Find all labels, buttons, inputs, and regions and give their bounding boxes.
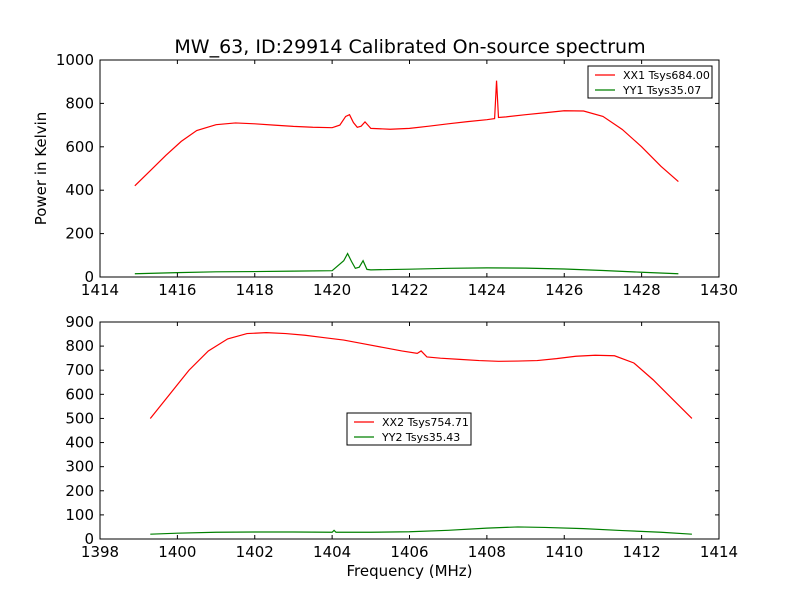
x-tick-label: 1414 <box>700 543 738 561</box>
x-tick-label: 1428 <box>623 281 661 299</box>
x-tick-label: 1424 <box>468 281 506 299</box>
x-tick-label: 1406 <box>390 543 428 561</box>
y-tick-label: 200 <box>65 482 94 500</box>
x-axis-label: Frequency (MHz) <box>346 562 472 580</box>
y-tick-label: 500 <box>65 409 94 427</box>
y-tick-label: 800 <box>65 94 94 112</box>
y-tick-label: 900 <box>65 313 94 331</box>
series-line-0-1 <box>134 252 679 275</box>
series-line-1-1 <box>150 526 692 535</box>
x-tick-label: 1398 <box>81 543 119 561</box>
legend-entry: YY1 Tsys35.07 <box>622 84 701 97</box>
legend-entry: XX2 Tsys754.71 <box>382 416 469 429</box>
legend-box <box>346 412 472 446</box>
x-tick-label: 1414 <box>81 281 119 299</box>
x-tick-label: 1400 <box>158 543 196 561</box>
y-tick-label: 800 <box>65 337 94 355</box>
y-tick-label: 0 <box>84 268 94 286</box>
y-tick-label: 400 <box>65 434 94 452</box>
y-axis-label: Power in Kelvin <box>32 112 50 226</box>
x-tick-label: 1408 <box>468 543 506 561</box>
legend-box <box>587 65 713 99</box>
figure-title: MW_63, ID:29914 Calibrated On-source spe… <box>174 36 645 58</box>
top-panel-xx1-yy1: 1414 1416 1418 1420 1422 1424 1426 1428 1430 0 200… <box>32 51 738 299</box>
x-tick-label: 1418 <box>236 281 274 299</box>
y-tick-label: 300 <box>65 458 94 476</box>
y-tick-label: 1000 <box>56 51 94 69</box>
legend: XX2 Tsys754.71 YY2 Tsys35.43 <box>346 412 472 446</box>
y-tick-label: 600 <box>65 138 94 156</box>
x-tick-label: 1416 <box>158 281 196 299</box>
bottom-panel-xx2-yy2: 1398 1400 1402 1404 1406 1408 1410 1412 1414 0 100… <box>65 313 738 580</box>
x-tick-label: 1420 <box>313 281 351 299</box>
y-tick-label: 0 <box>84 530 94 548</box>
y-tick-label: 600 <box>65 385 94 403</box>
legend-entry: XX1 Tsys684.00 <box>623 69 710 82</box>
y-tick-label: 200 <box>65 225 94 243</box>
legend: XX1 Tsys684.00 YY1 Tsys35.07 <box>587 65 713 99</box>
series-line-1-0 <box>149 332 693 419</box>
x-tick-label: 1402 <box>236 543 274 561</box>
x-tick-label: 1410 <box>545 543 583 561</box>
y-tick-label: 100 <box>65 506 94 524</box>
legend-entry: YY2 Tsys35.43 <box>381 431 460 444</box>
x-tick-label: 1422 <box>390 281 428 299</box>
x-tick-label: 1426 <box>545 281 583 299</box>
x-tick-label: 1404 <box>313 543 351 561</box>
series-line-0-0 <box>134 80 679 187</box>
x-tick-label: 1430 <box>700 281 738 299</box>
y-tick-label: 400 <box>65 181 94 199</box>
y-tick-label: 700 <box>65 361 94 379</box>
x-tick-label: 1412 <box>623 543 661 561</box>
